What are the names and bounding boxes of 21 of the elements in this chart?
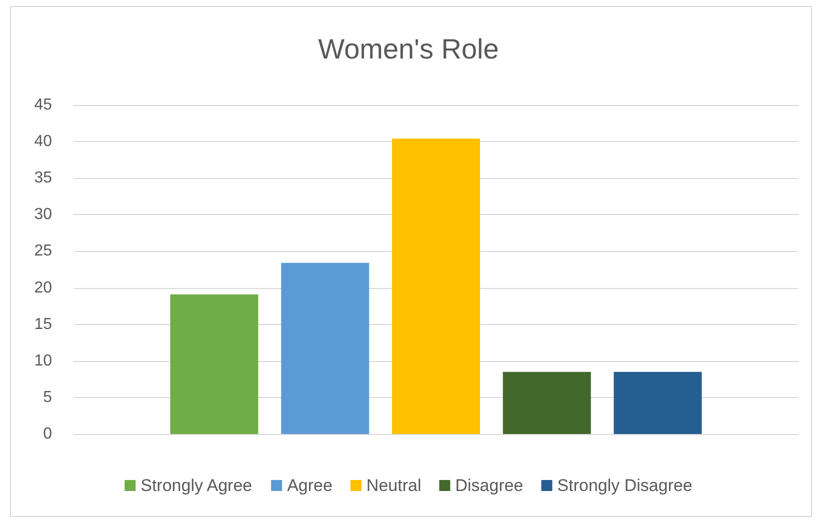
y-tick-label: 20 — [34, 279, 52, 296]
legend-label: Agree — [287, 476, 332, 495]
y-tick-label: 0 — [43, 426, 52, 442]
y-tick-label: 15 — [34, 316, 52, 333]
legend-label: Neutral — [366, 476, 422, 495]
bar — [170, 294, 258, 434]
y-tick-label: 40 — [34, 133, 52, 150]
y-tick-label: 30 — [34, 206, 52, 224]
legend-label: Strongly Agree — [140, 476, 252, 495]
y-tick-label: 35 — [34, 170, 52, 187]
y-tick-label: 10 — [34, 352, 52, 370]
bar — [614, 372, 702, 434]
y-tick-label: 45 — [34, 96, 52, 114]
chart-title: Women's Role — [318, 34, 499, 64]
bar — [392, 138, 480, 434]
y-tick-label: 25 — [34, 242, 52, 260]
legend-label: Strongly Disagree — [557, 476, 692, 495]
bar — [502, 372, 591, 434]
y-tick-label: 5 — [43, 388, 52, 406]
legend-label: Disagree — [455, 476, 524, 495]
bar — [281, 262, 370, 434]
